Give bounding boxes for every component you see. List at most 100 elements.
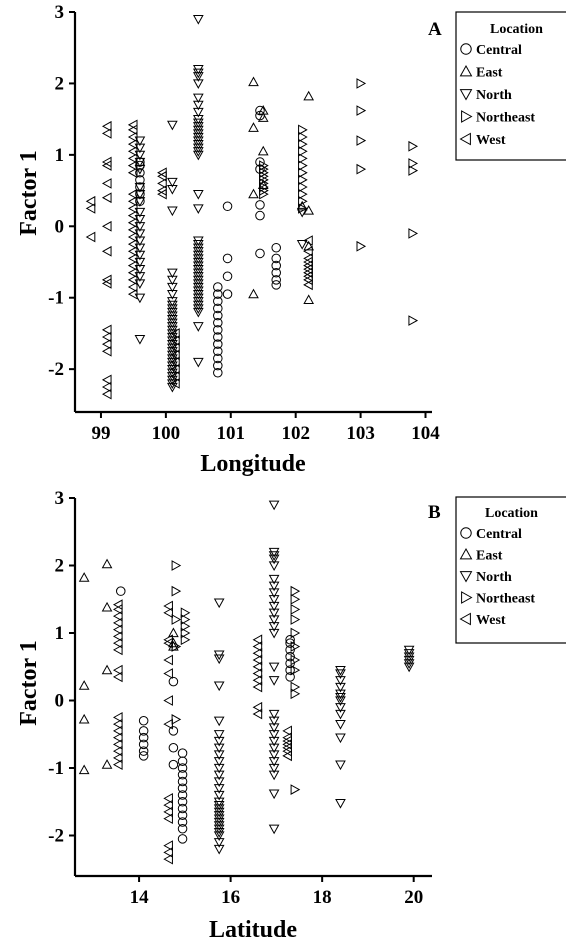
panel-a-point-north [134, 136, 146, 147]
panel-a-point-west [101, 128, 112, 139]
panel-a-point-northeast [408, 228, 419, 239]
panel-b-point-northeast [180, 614, 191, 625]
panel-a-point-central [213, 282, 223, 292]
panel-a-point-north [167, 177, 178, 188]
panel-b-point-north [335, 799, 346, 809]
legend-label-north: North [476, 88, 512, 103]
panel-a-point-north [192, 79, 204, 89]
panel-b-legend-entries: Central East North Northeast West [459, 527, 535, 628]
panel-a-point-west [127, 267, 138, 279]
panel-b-point-west [112, 664, 123, 676]
panel-b-point-north [268, 763, 280, 774]
panel-b-point-north [268, 750, 280, 761]
panel-a-point-north [134, 243, 146, 254]
panel-b-point-west [163, 637, 173, 649]
legend-label-northeast: Northeast [476, 592, 535, 607]
panel-b-point-north [268, 743, 280, 754]
panel-a-point-north [134, 229, 146, 239]
legend-marker-north [459, 571, 473, 583]
panel-a-point-west [127, 253, 138, 264]
panel-a-point-north [134, 165, 146, 175]
panel-a-point-northeast [356, 240, 367, 252]
panel-a-point-west [127, 160, 138, 171]
panel-a-point-north [192, 357, 204, 368]
panel-a-point-west [157, 178, 167, 189]
panel-b-point-west [282, 725, 292, 737]
panel-b-point-central [177, 790, 188, 800]
panel-a-point-west [170, 363, 180, 375]
panel-b-point-central [285, 665, 295, 675]
panel-b-point-west [112, 739, 123, 750]
panel-b-point-west [112, 624, 123, 635]
panel-a-point-northeast [298, 131, 308, 143]
panel-a-point-north [167, 268, 178, 279]
panel-b-point-north [268, 723, 280, 734]
panel-a-point-north [134, 236, 146, 247]
panel-a-point-west [127, 203, 138, 214]
panel-a-point-central [271, 253, 281, 264]
panel-a-point-central [222, 289, 233, 299]
panel-a-point-north [167, 185, 178, 195]
panel-a-point-northeast [298, 138, 308, 150]
panel-a-point-central [255, 105, 265, 116]
panel-b-point-west [112, 745, 123, 757]
panel-a-chart: -2 -1 0 1 2 3 99 100 101 102 103 104 A Longitude Fa… [16, 2, 566, 477]
panel-b-point-north [268, 770, 280, 781]
panel-a-point-west [101, 324, 112, 336]
panel-a-point-north [167, 282, 178, 293]
panel-b-point-west [112, 725, 123, 737]
panel-a-point-west [170, 370, 180, 382]
panel-b-point-northeast [290, 627, 301, 639]
panel-a-point-northeast [298, 153, 308, 164]
panel-b-point-central [177, 763, 188, 773]
panel-b-point-central [138, 732, 149, 743]
panel-a-point-north [134, 222, 146, 232]
panel-b-legend-box [455, 496, 566, 644]
panel-a-data-markers [85, 15, 419, 400]
panel-a-point-west [127, 167, 138, 179]
panel-b-point-north [213, 807, 225, 818]
panel-b-point-west [112, 644, 123, 656]
panel-a-point-north [192, 107, 204, 118]
panel-a-point-east [303, 294, 315, 304]
x-tick-label: 99 [91, 423, 110, 444]
panel-b-data-markers [78, 500, 415, 865]
panel-a-point-north [192, 307, 204, 318]
x-tick-label: 101 [217, 423, 246, 444]
panel-b-point-north [213, 750, 225, 761]
panel-b-point-central [177, 783, 188, 794]
panel-b-point-north [213, 801, 225, 811]
panel-b-point-north [335, 693, 346, 703]
panel-b-point-north [403, 659, 415, 669]
panel-b-letter: B [428, 502, 441, 523]
panel-b-point-north [268, 595, 280, 605]
x-tick-label: 14 [130, 887, 150, 908]
panel-b-point-west [163, 600, 173, 612]
panel-a-point-west [303, 279, 313, 291]
panel-a-point-north [167, 206, 178, 217]
panel-b-point-north [335, 676, 346, 686]
panel-a-point-north [296, 240, 308, 250]
panel-b-point-north [403, 649, 415, 659]
legend-marker-east [459, 64, 473, 77]
panel-b-point-north [213, 736, 225, 747]
panel-b-point-central [138, 715, 149, 726]
y-tick-label: 3 [55, 488, 65, 509]
panel-a-point-west [303, 245, 313, 257]
panel-b-point-north [213, 811, 225, 821]
panel-a-point-northeast [298, 160, 308, 171]
panel-b-point-north [268, 547, 280, 558]
panel-b-point-east [78, 764, 90, 775]
panel-b-point-central [177, 748, 188, 758]
panel-b-point-north [268, 757, 280, 767]
panel-b-y-axis-label: Factor 1 [16, 640, 42, 726]
panel-a-point-west [170, 378, 180, 389]
panel-b-point-central [138, 746, 149, 756]
panel-a-point-north [192, 93, 204, 104]
panel-b-point-northeast [290, 585, 301, 597]
panel-b-point-west [112, 732, 123, 743]
panel-a-point-west [85, 231, 96, 243]
panel-b-point-west [252, 634, 263, 646]
panel-a-point-northeast [259, 188, 269, 200]
